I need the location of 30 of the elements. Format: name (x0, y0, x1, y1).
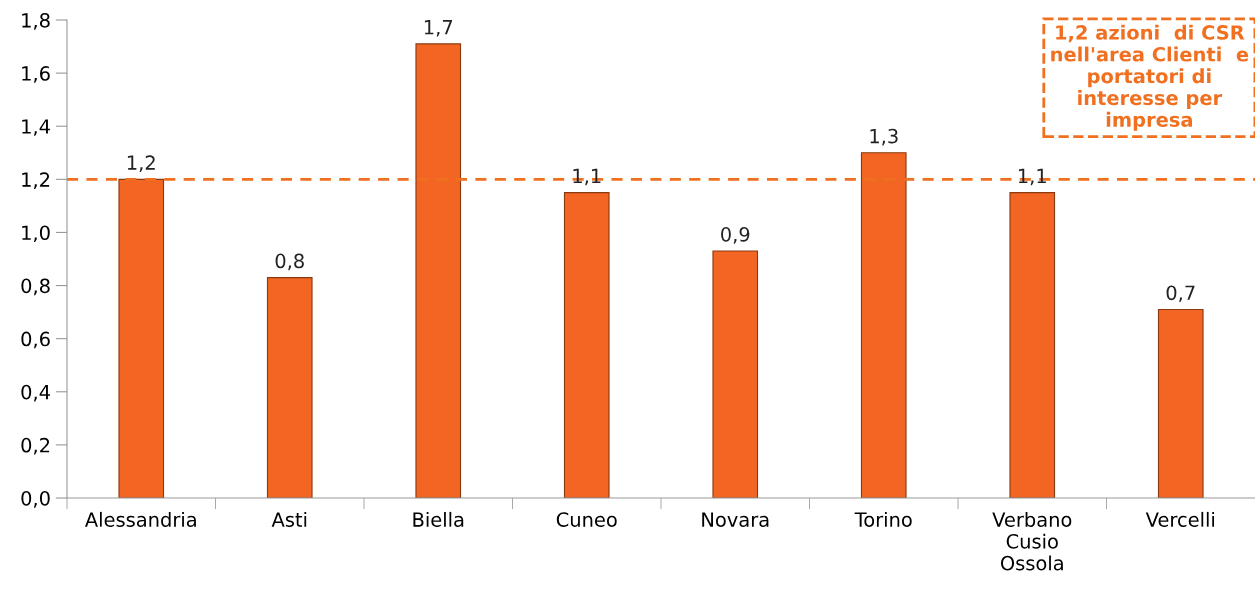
x-tick-label: Cuneo (556, 512, 617, 527)
y-tick-label: 1,4 (22, 119, 50, 136)
y-tick-label: 1,2 (22, 172, 50, 189)
y-tick-label: 0,4 (21, 384, 50, 402)
x-tick-label: Biella (413, 511, 464, 527)
data-label: 0,8 (275, 253, 304, 271)
bar (712, 250, 759, 498)
data-label: 0,7 (1166, 285, 1195, 303)
y-tick-label: 0,8 (21, 278, 50, 296)
data-label: 1,2 (127, 155, 155, 172)
data-label: 0,9 (721, 227, 750, 244)
bar (563, 192, 610, 498)
bar (1009, 192, 1056, 498)
x-tick-label: Asti (271, 511, 307, 527)
data-label: 1,7 (424, 20, 453, 37)
y-tick-label: 1,6 (22, 66, 50, 83)
y-tick-label: 1,0 (22, 225, 50, 243)
y-tick-label: 1,8 (22, 12, 50, 30)
bar (266, 277, 313, 498)
x-tick-label: Vercelli (1145, 511, 1215, 527)
data-label: 1,3 (870, 128, 898, 146)
y-tick-label: 0,6 (21, 331, 50, 349)
ref-line-label: 1,2 azioni di CSR nell'area Clienti e portatori di interesse per impresa (1051, 24, 1249, 131)
y-tick-label: 0,0 (21, 490, 50, 508)
x-tick-label: Novara (702, 512, 769, 527)
y-tick-label: 0,2 (21, 437, 50, 455)
bar (1157, 308, 1204, 498)
x-tick-label: Torino (854, 511, 912, 527)
x-tick-label: Alessandria (84, 511, 196, 527)
x-tick-label: Verbano Cusio Ossola (992, 511, 1072, 571)
